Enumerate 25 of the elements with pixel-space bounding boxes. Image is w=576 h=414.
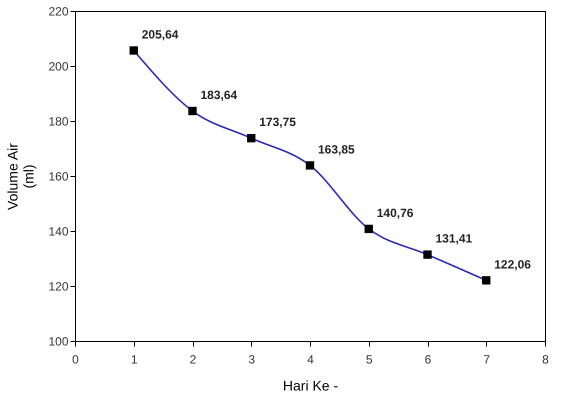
x-tick-label: 0 — [72, 352, 80, 366]
y-tick-label: 120 — [48, 280, 69, 294]
data-label: 163,85 — [318, 142, 356, 156]
data-label: 140,76 — [376, 206, 414, 220]
x-tick-label: 8 — [542, 352, 550, 366]
y-tick-label: 100 — [48, 334, 69, 348]
y-tick-label: 200 — [48, 60, 69, 74]
x-tick-label: 2 — [190, 352, 197, 366]
x-tick-label: 3 — [248, 352, 256, 366]
y-tick-label: 160 — [48, 170, 69, 184]
y-tick-label: 180 — [48, 114, 69, 128]
y-tick-label: 140 — [48, 224, 69, 238]
data-label: 131,41 — [436, 232, 473, 246]
x-tick-label: 6 — [424, 352, 432, 366]
data-label: 205,64 — [142, 27, 179, 42]
x-tick-label: 1 — [130, 352, 138, 366]
data-label: 183,64 — [200, 88, 238, 102]
y-tick-label: 220 — [48, 4, 69, 18]
data-label: 122,06 — [494, 257, 532, 272]
data-label: 173,75 — [259, 115, 296, 130]
x-tick-label: 7 — [483, 352, 490, 366]
x-tick-label: 4 — [307, 352, 314, 366]
y-axis-title: Volume Air (ml) — [4, 142, 36, 210]
x-tick-label: 5 — [366, 352, 373, 366]
x-axis-title: Hari Ke - — [282, 378, 338, 394]
